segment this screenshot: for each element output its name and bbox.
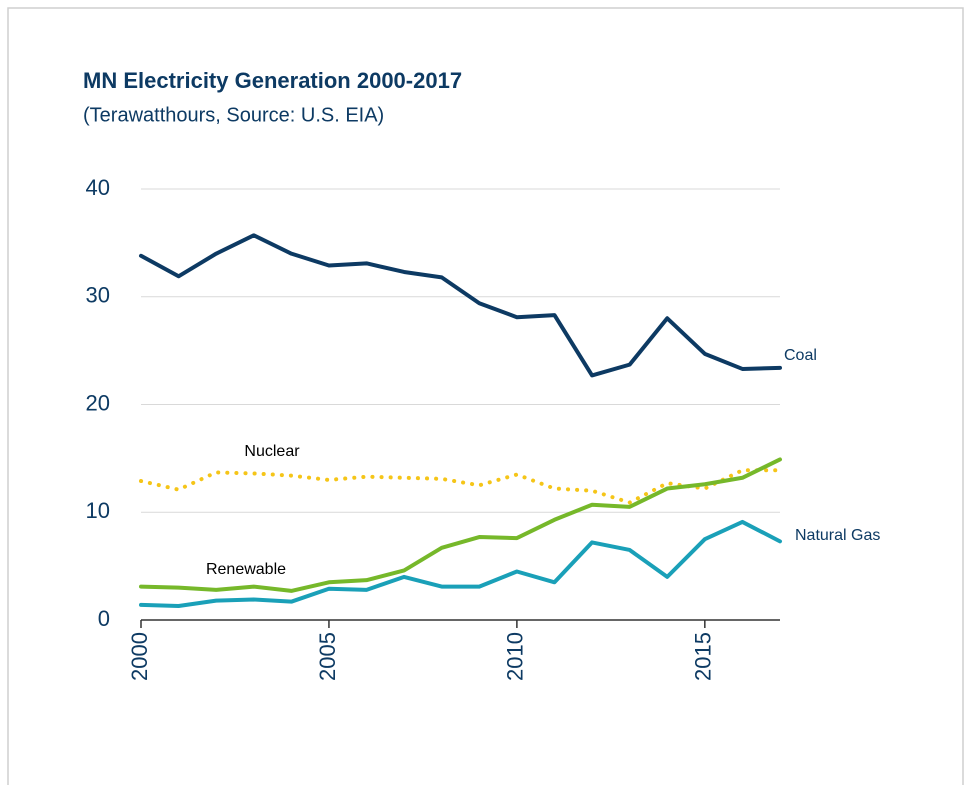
x-tick-label: 2010 (503, 632, 528, 681)
y-tick-label: 40 (86, 175, 110, 200)
x-tick-label: 2015 (691, 632, 716, 681)
series-label: Coal (784, 347, 817, 364)
x-tick-label: 2005 (315, 632, 340, 681)
y-tick-label: 30 (86, 283, 110, 308)
y-tick-label: 20 (86, 390, 110, 415)
x-tick-label: 2000 (127, 632, 152, 681)
series-line (139, 519, 782, 608)
series-label: Renewable (206, 561, 286, 578)
frame (7, 7, 964, 785)
series-line (139, 468, 782, 505)
series-label: Nuclear (244, 443, 300, 460)
chart-subtitle: (Terawatthours, Source: U.S. EIA) (83, 104, 384, 126)
series-line (139, 233, 782, 378)
chart-title: MN Electricity Generation 2000-2017 (83, 68, 462, 93)
series-label: Natural Gas (795, 527, 880, 544)
y-tick-label: 10 (86, 498, 110, 523)
y-tick-label: 0 (98, 606, 110, 631)
series-line (139, 457, 782, 593)
